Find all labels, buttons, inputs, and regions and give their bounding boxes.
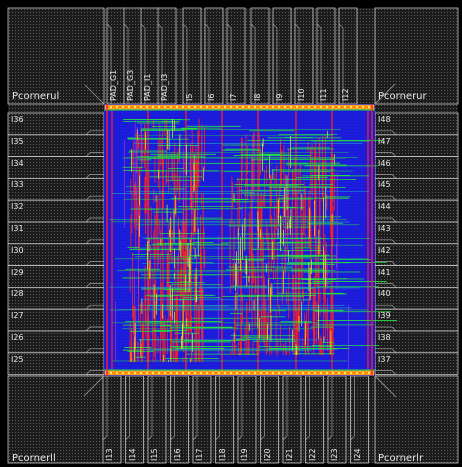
io-pad-top[interactable] [157, 7, 177, 105]
io-pad-bottom[interactable] [192, 375, 212, 464]
io-pad-right[interactable] [374, 243, 459, 267]
corner-cell-ur[interactable] [374, 7, 459, 105]
io-pad-right[interactable] [374, 199, 459, 223]
corner-label-ul: Pcornerul [12, 91, 60, 102]
io-pad-right[interactable] [374, 134, 459, 158]
corner-cell-ll[interactable] [7, 375, 105, 464]
corner-label-ur: Pcornerur [378, 91, 427, 102]
io-pad-top[interactable] [338, 7, 358, 105]
io-pad-right[interactable] [374, 286, 459, 310]
io-pad-bottom[interactable] [260, 375, 279, 464]
power-ring-bottom[interactable] [104, 370, 375, 376]
io-pad-bottom[interactable] [170, 375, 189, 464]
io-pad-right[interactable] [374, 112, 459, 136]
io-pad-bottom[interactable] [327, 375, 347, 464]
corner-cell-lr[interactable] [374, 375, 459, 464]
io-pad-top[interactable] [250, 7, 270, 105]
io-pad-right[interactable] [374, 221, 459, 245]
io-pad-right[interactable] [374, 352, 459, 375]
io-pad-right[interactable] [374, 156, 459, 179]
io-pad-top[interactable] [182, 7, 202, 105]
io-pad-bottom[interactable] [125, 375, 144, 464]
io-pad-right[interactable] [374, 177, 459, 201]
io-pad-top[interactable] [294, 7, 314, 105]
corner-label-ll: Pcornerll [12, 453, 56, 464]
io-pad-bottom[interactable] [147, 375, 167, 464]
pad-ring [7, 7, 459, 464]
io-pad-bottom[interactable] [282, 375, 302, 464]
io-pad-bottom[interactable] [237, 375, 257, 464]
io-pad-bottom[interactable] [215, 375, 234, 464]
io-pad-bottom[interactable] [102, 375, 122, 464]
io-pad-top[interactable] [123, 7, 143, 105]
power-ring-top[interactable] [104, 104, 375, 110]
io-pad-bottom[interactable] [305, 375, 324, 464]
io-pad-top[interactable] [140, 7, 160, 105]
io-pad-right[interactable] [374, 330, 459, 354]
io-pad-top[interactable] [226, 7, 246, 105]
io-pad-right[interactable] [374, 308, 459, 332]
io-pad-top[interactable] [272, 7, 292, 105]
io-pad-bottom[interactable] [350, 375, 369, 464]
io-pad-top[interactable] [106, 7, 126, 105]
core-area [104, 104, 397, 376]
io-pad-top[interactable] [316, 7, 336, 105]
io-pad-top[interactable] [204, 7, 224, 105]
io-pad-right[interactable] [374, 265, 459, 288]
corner-label-lr: Pcornerlr [378, 453, 424, 464]
